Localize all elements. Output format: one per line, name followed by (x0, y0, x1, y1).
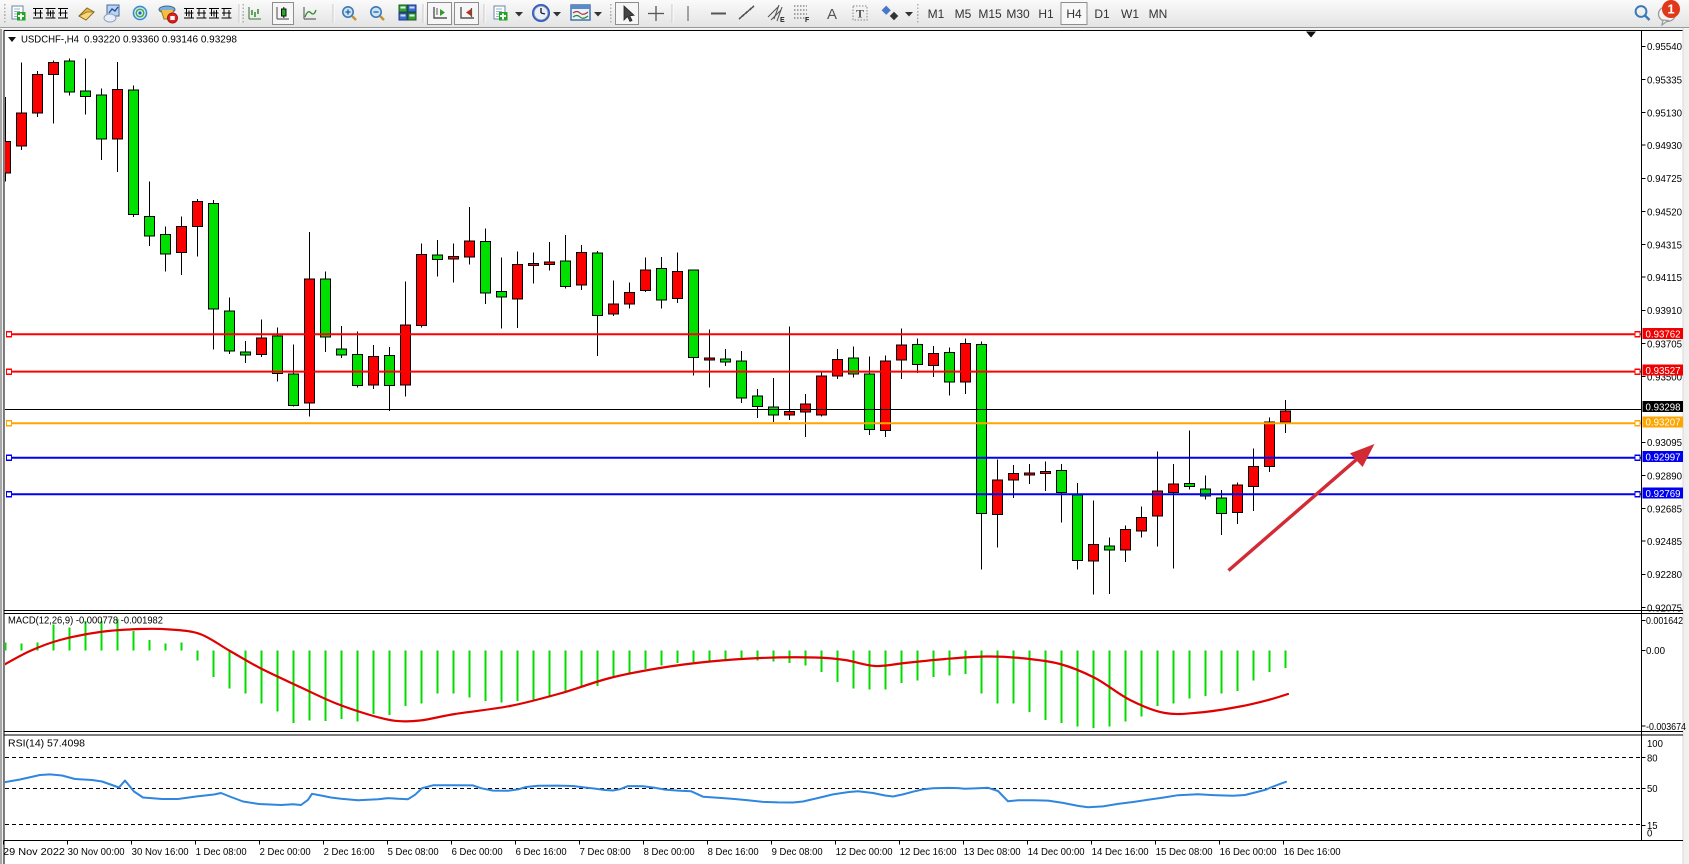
svg-text:7 Dec 08:00: 7 Dec 08:00 (580, 846, 631, 858)
svg-text:6 Dec 16:00: 6 Dec 16:00 (516, 846, 567, 858)
svg-text:0.00: 0.00 (1646, 645, 1665, 657)
svg-text:2 Dec 00:00: 2 Dec 00:00 (260, 846, 311, 858)
svg-text:0.94520: 0.94520 (1647, 206, 1682, 218)
svg-text:0: 0 (1647, 827, 1652, 839)
svg-text:0.94115: 0.94115 (1647, 272, 1682, 284)
svg-text:12 Dec 16:00: 12 Dec 16:00 (900, 846, 957, 858)
svg-text:W1: W1 (1121, 7, 1139, 21)
svg-text:0.93527: 0.93527 (1646, 365, 1681, 377)
svg-text:E: E (780, 17, 785, 24)
svg-text:0.93705: 0.93705 (1647, 338, 1682, 350)
svg-text:8 Dec 00:00: 8 Dec 00:00 (644, 846, 695, 858)
svg-text:0.95335: 0.95335 (1647, 74, 1682, 86)
svg-text:15 Dec 08:00: 15 Dec 08:00 (1156, 846, 1213, 858)
svg-text:0.92075: 0.92075 (1647, 602, 1682, 614)
svg-text:0.94315: 0.94315 (1647, 240, 1682, 252)
svg-text:80: 80 (1647, 753, 1658, 765)
svg-text:29 Nov 2022: 29 Nov 2022 (3, 846, 65, 858)
svg-text:50: 50 (1647, 783, 1658, 795)
svg-text:5 Dec 08:00: 5 Dec 08:00 (388, 846, 439, 858)
svg-text:F: F (805, 17, 810, 24)
svg-text:1 Dec 08:00: 1 Dec 08:00 (196, 846, 247, 858)
svg-text:0.92280: 0.92280 (1647, 569, 1682, 581)
svg-text:D1: D1 (1094, 7, 1110, 21)
svg-text:MACD(12,26,9) -0.000778 -0.001: MACD(12,26,9) -0.000778 -0.001982 (8, 615, 163, 627)
svg-text:M15: M15 (978, 7, 1002, 21)
svg-text:0.92685: 0.92685 (1647, 504, 1682, 516)
svg-text:A: A (827, 6, 837, 23)
svg-text:MN: MN (1149, 7, 1168, 21)
svg-text:14 Dec 00:00: 14 Dec 00:00 (1028, 846, 1085, 858)
svg-text:USDCHF-,H4: USDCHF-,H4 (21, 34, 79, 46)
svg-text:0.93910: 0.93910 (1647, 305, 1682, 317)
svg-text:16 Dec 16:00: 16 Dec 16:00 (1284, 846, 1341, 858)
svg-text:12 Dec 00:00: 12 Dec 00:00 (836, 846, 893, 858)
svg-text:30 Nov 00:00: 30 Nov 00:00 (68, 846, 125, 858)
svg-text:0.92890: 0.92890 (1647, 470, 1682, 482)
svg-text:14 Dec 16:00: 14 Dec 16:00 (1092, 846, 1149, 858)
svg-text:M5: M5 (955, 7, 972, 21)
svg-text:0.92997: 0.92997 (1646, 451, 1681, 463)
svg-text:T: T (856, 7, 864, 21)
svg-text:2 Dec 16:00: 2 Dec 16:00 (324, 846, 375, 858)
svg-text:0.93207: 0.93207 (1646, 417, 1681, 429)
svg-text:M1: M1 (928, 7, 945, 21)
svg-text:15: 15 (1647, 820, 1658, 832)
svg-text:H1: H1 (1038, 7, 1054, 21)
svg-text:0.001642: 0.001642 (1646, 615, 1683, 627)
svg-text:0.95130: 0.95130 (1647, 108, 1682, 120)
svg-text:30 Nov 16:00: 30 Nov 16:00 (132, 846, 189, 858)
svg-text:0.94725: 0.94725 (1647, 173, 1682, 185)
svg-text:100: 100 (1647, 738, 1663, 750)
svg-text:1: 1 (1667, 2, 1674, 17)
svg-text:0.93298: 0.93298 (1646, 401, 1681, 413)
svg-text:0.94930: 0.94930 (1647, 140, 1682, 152)
svg-text:0.93762: 0.93762 (1646, 328, 1681, 340)
svg-text:9 Dec 08:00: 9 Dec 08:00 (772, 846, 823, 858)
svg-text:-0.003674: -0.003674 (1646, 721, 1686, 733)
svg-text:0.92769: 0.92769 (1646, 488, 1681, 500)
svg-text:6 Dec 00:00: 6 Dec 00:00 (452, 846, 503, 858)
svg-text:8 Dec 16:00: 8 Dec 16:00 (708, 846, 759, 858)
svg-text:M30: M30 (1006, 7, 1030, 21)
svg-text:0.93220 0.93360 0.93146 0.9329: 0.93220 0.93360 0.93146 0.93298 (84, 34, 237, 46)
svg-text:H4: H4 (1066, 7, 1082, 21)
svg-text:0.95540: 0.95540 (1647, 41, 1682, 53)
svg-text:13 Dec 08:00: 13 Dec 08:00 (964, 846, 1021, 858)
svg-text:0.92485: 0.92485 (1647, 536, 1682, 548)
svg-text:16 Dec 00:00: 16 Dec 00:00 (1220, 846, 1277, 858)
svg-text:RSI(14) 57.4098: RSI(14) 57.4098 (8, 738, 85, 750)
svg-text:0.93095: 0.93095 (1647, 437, 1682, 449)
